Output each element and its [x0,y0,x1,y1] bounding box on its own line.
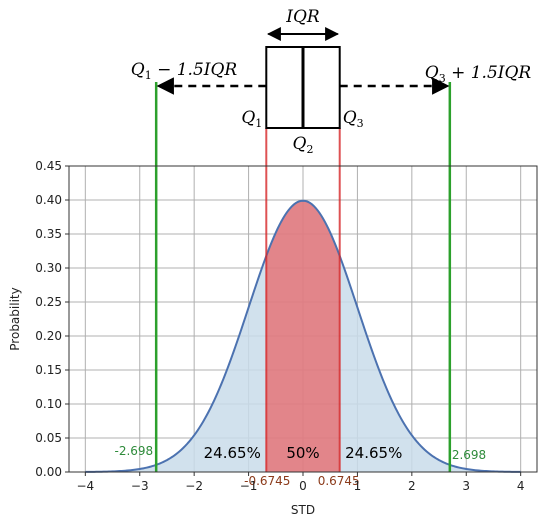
boxplot-overlay: IQR Q1 − 1.5IQR Q3 + 1.5IQR Q1 Q3 Q2 24.65% 50%… [114,7,531,488]
iqr-area [266,200,340,472]
y-axis-title: Probability [8,287,22,350]
y-tick-label: 0.45 [35,159,62,173]
y-tick-label: 0.15 [35,363,62,377]
q3-value: 0.6745 [318,474,360,488]
left-tail-area [85,255,267,472]
x-tick-label: 0 [299,479,307,493]
lower-fence-label: Q1 − 1.5IQR [131,60,238,82]
q1-label: Q1 [241,108,262,130]
iqr-label: IQR [285,7,320,27]
y-tick-label: 0.30 [35,261,62,275]
y-tick-label: 0.10 [35,397,62,411]
y-tick-label: 0.05 [35,431,62,445]
x-tick-label: 2 [408,479,416,493]
x-tick-label: −4 [76,479,94,493]
y-tick-label: 0.25 [35,295,62,309]
x-tick-label: −3 [131,479,149,493]
x-tick-label: 1 [354,479,362,493]
y-tick-label: 0.35 [35,227,62,241]
y-tick-label: 0.00 [35,465,62,479]
upper-fence-label: Q3 + 1.5IQR [425,63,532,85]
axes: −4 −3 −2 −1 0 1 2 3 4 0.00 0.05 0.10 0.15 0.20 0.25 0.3… [8,159,538,517]
region-percent-label: 24.65% [345,444,402,462]
y-tick-label: 0.40 [35,193,62,207]
density-curve [85,199,521,473]
q3-label: Q3 [343,108,364,130]
upper-whisker-value: 2.698 [452,448,486,462]
region-percent-label: 24.65% [204,444,261,462]
region-percent-label: 50% [286,444,319,462]
x-tick-label: 4 [517,479,525,493]
lower-whisker-value: -2.698 [114,444,153,458]
y-tick-label: 0.20 [35,329,62,343]
x-axis-title: STD [291,503,315,517]
x-tick-label: −2 [185,479,203,493]
q2-label: Q2 [293,134,314,156]
right-tail-area [339,255,521,472]
q1-value: -0.6745 [244,474,290,488]
x-tick-label: 3 [462,479,470,493]
plot-area [69,165,537,473]
x-tick-label: −1 [240,479,258,493]
